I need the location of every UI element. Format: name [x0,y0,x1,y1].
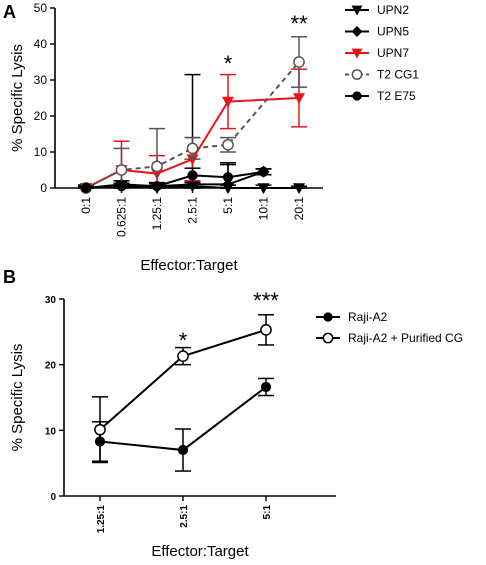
y-tick-label: 20 [45,361,57,372]
significance-mark: * [179,328,188,353]
data-point [258,166,269,177]
data-point [187,170,198,181]
series-raji-a2-purified-cg [92,314,274,464]
x-tick-label: 0.625:1 [115,197,129,237]
series-t2-e75 [78,162,272,194]
significance-mark: ** [290,11,308,36]
significance-mark: * [224,51,233,76]
y-tick-label: 0 [40,181,47,195]
x-axis-title: Effector:Target [151,543,249,560]
legend-label: UPN7 [377,46,409,60]
legend-label: UPN2 [377,3,409,17]
legend-marker [351,5,363,16]
x-tick-label: 2.5:1 [186,197,200,224]
data-point [293,183,305,194]
data-point [222,138,234,151]
x-tick-label: 1.25:1 [96,505,107,534]
data-point [115,164,128,176]
legend-label: T2 E75 [377,89,416,103]
y-tick-label: 10 [34,145,48,159]
data-point [186,142,199,155]
y-tick-label: 0 [50,492,56,503]
legend-item: T2 E75 [345,89,416,103]
legend-item: Raji-A2 + Purified CG [316,331,463,345]
legend-marker [322,332,334,344]
chart-panel-a: A 0 10 20 30 40 50 0:1 0.625:1 1.25:1 2.5:1 5:1 10:1… [3,1,419,274]
chart-panel-b: B 0 10 20 30 1.25:1 2.5:1 5:1 Effector:Target % S… [3,267,463,560]
legend-marker [352,91,362,101]
data-point [260,381,272,393]
series-line [85,170,264,189]
series-upn5 [78,73,272,194]
legend-item: UPN2 [345,3,409,17]
legend-marker [351,48,363,59]
data-point [177,350,189,362]
y-tick-label: 20 [34,109,48,123]
y-axis-title: % Specific Lysis [9,344,26,452]
legend-marker [323,312,333,322]
series-line [85,170,264,189]
x-tick-label: 5:1 [221,197,235,214]
legend-marker [351,26,363,37]
legend-label: Raji-A2 [348,310,388,324]
legend-item: UPN7 [345,46,409,60]
legend-label: Raji-A2 + Purified CG [348,331,463,345]
x-tick-label: 1.25:1 [150,197,164,231]
series-line [85,97,300,189]
legend-marker [351,69,363,80]
data-point [116,181,127,192]
legend-label: UPN5 [377,25,409,39]
legend-label: T2 CG1 [377,68,419,82]
panel-label: B [3,267,16,287]
data-point [260,324,272,336]
y-tick-label: 30 [45,295,57,306]
y-tick-label: 10 [45,426,57,437]
legend-item: T2 CG1 [345,68,419,82]
y-axis-title: % Specific Lysis [9,44,26,152]
panel-label: A [3,2,16,22]
y-tick-label: 40 [34,37,48,51]
data-point [293,56,305,68]
y-tick-label: 50 [34,1,48,15]
data-point [80,182,92,194]
series-raji-a2 [92,377,274,472]
x-tick-label: 5:1 [262,505,273,520]
data-point [293,93,305,104]
significance-mark: *** [253,288,279,313]
x-tick-label: 2.5:1 [179,505,190,528]
x-tick-label: 20:1 [292,197,306,221]
y-tick-label: 30 [34,73,48,87]
data-point [151,160,163,173]
data-point [177,444,189,456]
data-point [94,423,106,436]
legend-item: Raji-A2 [316,310,388,324]
x-tick-label: 0:1 [79,197,93,214]
data-point [151,181,163,192]
data-point [222,96,234,108]
data-point [257,183,270,194]
x-tick-label: 10:1 [257,197,271,221]
legend-item: UPN5 [345,25,409,39]
data-point [222,172,234,183]
x-axis-title: Effector:Target [140,257,238,274]
